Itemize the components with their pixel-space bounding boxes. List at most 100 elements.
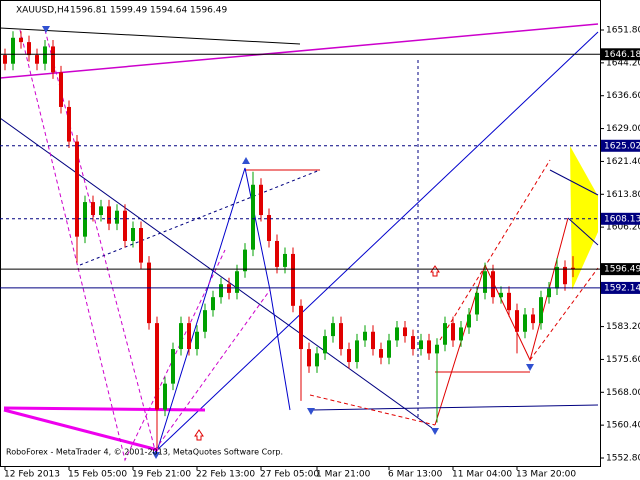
header-value: 1594.64 xyxy=(150,6,187,16)
channel xyxy=(44,29,271,452)
x-tick-label: 1 Mar 21:00 xyxy=(316,470,371,480)
y-tick-label: 1621.40 xyxy=(606,157,640,167)
candle-body xyxy=(363,331,367,341)
price-label: 1646.18 xyxy=(604,50,640,60)
candle-body xyxy=(219,284,223,298)
candle-body xyxy=(179,323,183,350)
candle-body xyxy=(515,310,519,332)
x-tick-label: 22 Feb 13:00 xyxy=(196,470,255,480)
candle-body xyxy=(499,292,503,298)
candle-body xyxy=(131,228,135,241)
candle-body xyxy=(107,206,111,224)
candle-body xyxy=(147,262,151,324)
y-tick-label: 1583.20 xyxy=(606,322,640,332)
channel xyxy=(309,394,436,426)
channel xyxy=(19,29,226,462)
candle-body xyxy=(67,106,71,142)
price-label-box xyxy=(601,212,640,225)
candle-body xyxy=(299,305,303,350)
candle-body xyxy=(123,210,127,241)
candle-body xyxy=(339,323,343,350)
trend-line xyxy=(549,169,599,196)
y-tick-label: 1613.80 xyxy=(606,190,640,200)
candle-body xyxy=(491,271,495,298)
trend-line xyxy=(154,31,599,453)
price-label: 1608.13 xyxy=(604,214,640,224)
candle-body xyxy=(171,349,175,384)
candle-body xyxy=(19,37,23,43)
candle-body xyxy=(35,55,39,64)
candle-body xyxy=(467,314,471,328)
candle-body xyxy=(483,271,487,293)
candle-body xyxy=(347,349,351,363)
symbol: XAUUSD,H4 xyxy=(16,6,70,16)
candle-body xyxy=(475,292,479,315)
x-tick-label: 6 Mar 13:00 xyxy=(388,470,443,480)
candle-body xyxy=(243,249,247,272)
y-tick-label: 1644.20 xyxy=(606,58,640,68)
y-tick-label: 1568.00 xyxy=(606,388,640,398)
candle-body xyxy=(227,284,231,293)
fractal xyxy=(431,428,439,435)
candle-body xyxy=(411,336,415,350)
candle-body xyxy=(371,331,375,350)
candle-body xyxy=(563,266,567,285)
candle-body xyxy=(283,253,287,267)
trend-line xyxy=(567,217,599,246)
annotations xyxy=(0,23,599,462)
y-tick-label: 1575.60 xyxy=(606,355,640,365)
candle-body xyxy=(419,340,423,350)
candle-body xyxy=(115,210,119,224)
price-label-box xyxy=(601,281,640,294)
candle-body xyxy=(555,266,559,289)
candle-body xyxy=(291,253,295,306)
fractal xyxy=(307,408,315,415)
y-tick-label: 1651.80 xyxy=(606,26,640,36)
fractal xyxy=(526,364,534,371)
candle-body xyxy=(403,327,407,337)
x-tick-label: 27 Feb 05:00 xyxy=(260,470,319,480)
y-tick-label: 1560.40 xyxy=(606,421,640,431)
candle-body xyxy=(99,206,103,216)
trend-line xyxy=(311,404,599,411)
candle-body xyxy=(275,240,279,267)
candle-body xyxy=(331,323,335,337)
candle-body xyxy=(507,292,511,311)
candle-body xyxy=(27,42,31,56)
candle-body xyxy=(443,323,447,345)
header-value: 1596.49 xyxy=(190,6,227,16)
footer: RoboForex - MetaTrader 4, © 2001-2013, M… xyxy=(6,448,283,457)
candle-body xyxy=(235,271,239,293)
candle-body xyxy=(163,383,167,410)
price-label-box xyxy=(601,48,640,61)
plot-border xyxy=(0,0,601,467)
candle-body xyxy=(267,215,271,241)
candle-body xyxy=(571,267,575,270)
candle-body xyxy=(139,228,143,263)
up-arrow xyxy=(194,429,204,441)
target-zone xyxy=(570,146,598,290)
candle-body xyxy=(387,340,391,358)
price-label: 1596.49 xyxy=(604,265,640,275)
y-tick-label: 1629.00 xyxy=(606,124,640,134)
x-tick-label: 13 Mar 20:00 xyxy=(516,470,576,480)
x-tick-label: 12 Feb 2013 xyxy=(4,470,60,480)
candle-body xyxy=(259,184,263,216)
y-tick-label: 1636.60 xyxy=(606,91,640,101)
candle-body xyxy=(315,353,319,367)
price-label-box xyxy=(601,263,640,276)
channel xyxy=(439,159,551,341)
x-tick-label: 11 Mar 04:00 xyxy=(452,470,512,480)
candle-body xyxy=(3,55,7,64)
candle-body xyxy=(523,314,527,332)
fractal xyxy=(42,26,50,33)
candle-body xyxy=(75,141,79,237)
candle-body xyxy=(187,323,191,350)
header-value: 1596.81 xyxy=(70,6,107,16)
candle-body xyxy=(451,323,455,341)
candle-body xyxy=(379,349,383,358)
price-label-box xyxy=(601,139,640,152)
candle-body xyxy=(531,314,535,324)
candle-body xyxy=(459,327,463,341)
